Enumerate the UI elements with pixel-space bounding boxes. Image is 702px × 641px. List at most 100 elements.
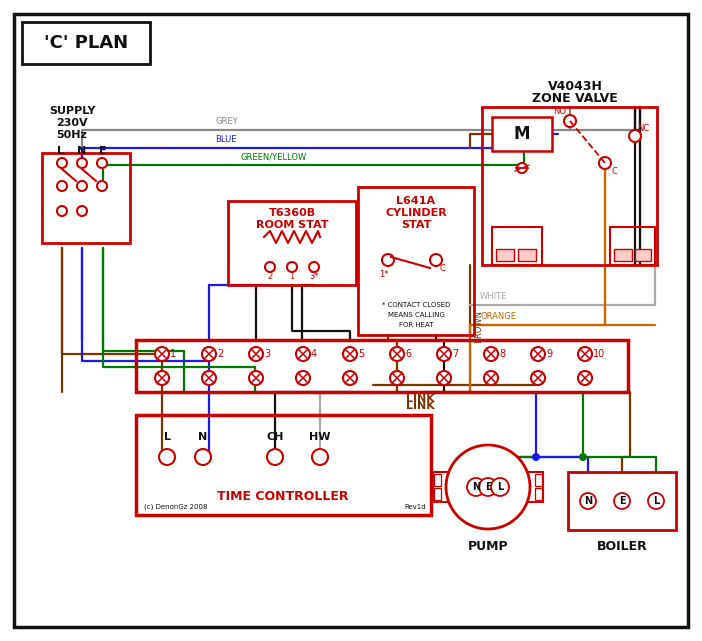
Circle shape [648,493,664,509]
Circle shape [155,347,169,361]
Circle shape [629,130,641,142]
Circle shape [484,347,498,361]
Text: 1: 1 [170,349,176,359]
Circle shape [77,206,87,216]
Circle shape [479,478,497,496]
Text: 2: 2 [267,272,272,281]
Text: 2: 2 [217,349,223,359]
Bar [228,201,356,285]
Circle shape [195,449,211,465]
Circle shape [97,158,107,168]
Text: GREY: GREY [215,117,237,126]
Text: ZONE VALVE: ZONE VALVE [532,92,618,104]
Text: NC: NC [637,124,649,133]
Text: 3: 3 [264,349,270,359]
Bar [492,227,542,265]
Circle shape [249,347,263,361]
Circle shape [265,262,275,272]
Circle shape [287,262,297,272]
Text: SUPPLY: SUPPLY [48,106,95,116]
Circle shape [614,493,630,509]
Circle shape [267,449,283,465]
Text: 8: 8 [499,349,505,359]
Bar [434,488,441,500]
Text: 'C' PLAN: 'C' PLAN [44,34,128,52]
Text: E: E [618,496,625,506]
Circle shape [296,371,310,385]
Circle shape [159,449,175,465]
Bar [614,249,632,261]
Circle shape [430,254,442,266]
Text: C: C [439,263,445,272]
Text: STAT: STAT [401,220,431,230]
Text: 6: 6 [405,349,411,359]
Bar [136,340,628,392]
Circle shape [202,371,216,385]
Text: LINK: LINK [406,394,435,404]
Circle shape [77,158,87,168]
Circle shape [97,181,107,191]
Bar [358,187,474,335]
Text: N: N [199,432,208,442]
Text: L: L [56,146,63,156]
Circle shape [531,371,545,385]
Text: 230V: 230V [56,118,88,128]
Text: T6360B: T6360B [268,208,316,218]
Circle shape [532,453,540,461]
Text: L641A: L641A [397,196,435,206]
Text: L: L [164,432,171,442]
Text: PUMP: PUMP [468,540,508,553]
Text: ROOM STAT: ROOM STAT [256,220,329,230]
Circle shape [579,453,587,461]
Bar [635,249,651,261]
Text: NO: NO [553,106,567,115]
Text: BROWN: BROWN [474,310,483,342]
Bar [492,117,552,151]
Circle shape [599,157,611,169]
Text: L: L [653,496,659,506]
Circle shape [312,449,328,465]
Circle shape [580,493,596,509]
Text: E: E [99,146,107,156]
Circle shape [564,115,576,127]
Text: 9: 9 [546,349,552,359]
Bar [434,474,441,486]
Text: N: N [472,482,480,492]
Text: C: C [611,167,617,176]
Bar [568,472,676,530]
Text: 1: 1 [289,272,295,281]
Text: L: L [497,482,503,492]
Circle shape [531,347,545,361]
Circle shape [491,478,509,496]
Text: TIME CONTROLLER: TIME CONTROLLER [217,490,349,503]
Text: N: N [584,496,592,506]
Bar [482,107,657,265]
Bar [610,227,655,265]
Circle shape [57,181,67,191]
Circle shape [517,163,527,173]
Circle shape [343,371,357,385]
Circle shape [202,347,216,361]
Text: V4043H: V4043H [548,79,602,92]
Text: BOILER: BOILER [597,540,647,553]
Text: WHITE: WHITE [480,292,508,301]
Circle shape [467,478,485,496]
Bar [136,415,431,515]
Text: Rev1d: Rev1d [404,504,426,510]
Circle shape [390,347,404,361]
Bar [496,249,514,261]
Text: FOR HEAT: FOR HEAT [399,322,433,328]
Text: 50Hz: 50Hz [57,130,88,140]
Circle shape [578,371,592,385]
Circle shape [77,181,87,191]
Circle shape [437,371,451,385]
Text: E: E [484,482,491,492]
Bar [535,488,542,500]
Text: 4: 4 [311,349,317,359]
Circle shape [57,158,67,168]
Circle shape [484,371,498,385]
Circle shape [296,347,310,361]
Text: CYLINDER: CYLINDER [385,208,447,218]
Circle shape [343,347,357,361]
Circle shape [446,445,530,529]
